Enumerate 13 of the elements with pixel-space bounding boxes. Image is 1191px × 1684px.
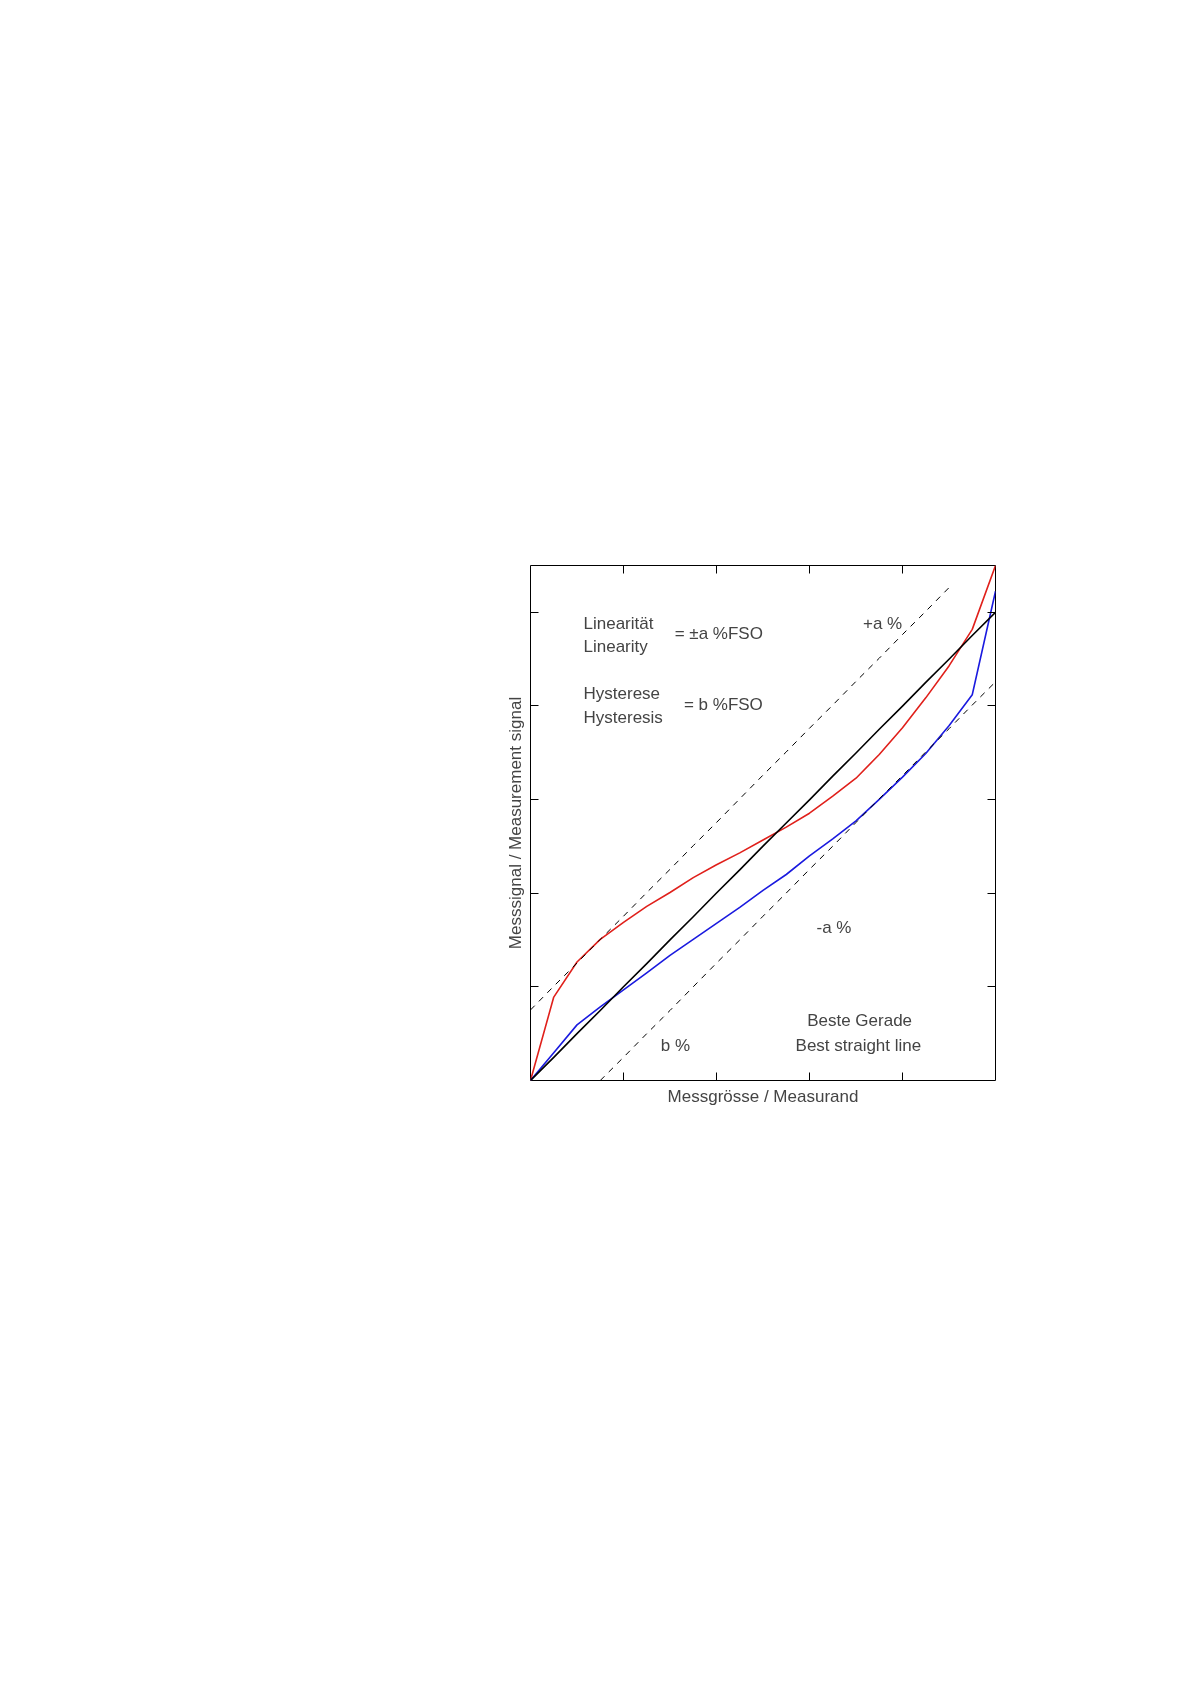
annotation: +a % [862, 613, 903, 633]
annotation: -a % [816, 918, 852, 938]
annotation: Linearität [583, 613, 654, 633]
annotation: Best straight line [795, 1035, 922, 1055]
annotation: b % [660, 1035, 690, 1055]
annotation: = b %FSO [683, 695, 763, 715]
annotation: Hysterese [583, 684, 661, 704]
y-axis-title: Messsignal / Measurement signal [505, 696, 525, 950]
annotation: Linearity [583, 637, 649, 657]
annotation: Beste Gerade [807, 1011, 913, 1031]
x-axis-title: Messgrösse / Measurand [667, 1086, 859, 1106]
annotation: = ±a %FSO [674, 624, 763, 644]
annotation: Hysteresis [583, 707, 663, 727]
